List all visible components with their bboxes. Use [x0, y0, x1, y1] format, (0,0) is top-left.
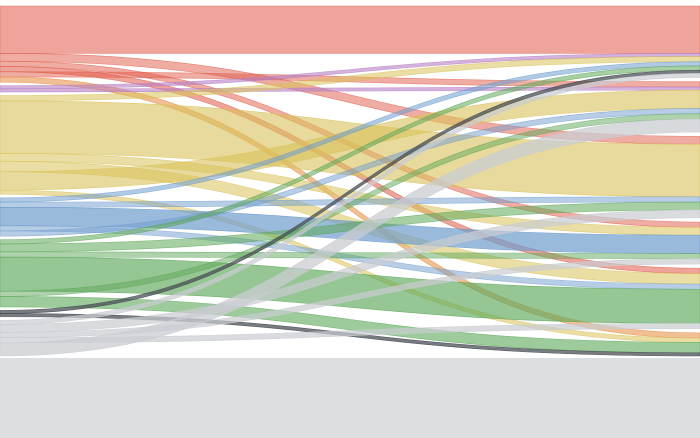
- flow-band-gray-to-blue[interactable]: [0, 258, 700, 338]
- flow-bands: [0, 5, 700, 357]
- flow-band-yellow-to-blue[interactable]: [0, 153, 700, 236]
- flow-band-gray-to-green[interactable]: [0, 323, 700, 344]
- flow-band-yellow-to-red[interactable]: [0, 56, 700, 102]
- flow-band-green-to-gray[interactable]: [0, 113, 700, 297]
- flow-band-green-to-yellow[interactable]: [0, 201, 700, 253]
- flow-band-purple-to-red[interactable]: [0, 53, 700, 90]
- flow-band-red-to-red[interactable]: [0, 5, 700, 54]
- flow-band-gray-to-gray[interactable]: [0, 118, 700, 357]
- flow-band-dark-to-red[interactable]: [0, 69, 700, 314]
- flow-band-green-to-red[interactable]: [0, 65, 700, 245]
- flow-band-blue-to-red[interactable]: [0, 61, 700, 203]
- flow-band-gray-to-red[interactable]: [0, 72, 700, 325]
